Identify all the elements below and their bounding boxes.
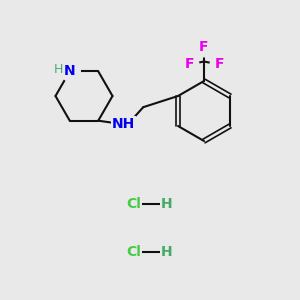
Text: H: H	[161, 197, 172, 211]
Text: F: F	[199, 40, 209, 53]
Point	[217, 62, 221, 67]
Point	[67, 69, 72, 74]
Point	[121, 121, 126, 126]
Text: Cl: Cl	[126, 245, 141, 259]
Text: H: H	[54, 63, 63, 76]
Text: NH: NH	[112, 117, 135, 131]
Point	[187, 62, 191, 67]
Text: F: F	[214, 58, 224, 71]
Text: Cl: Cl	[126, 197, 141, 211]
Point	[202, 44, 206, 49]
Text: F: F	[184, 58, 194, 71]
Text: N: N	[64, 64, 76, 78]
Text: H: H	[161, 245, 172, 259]
